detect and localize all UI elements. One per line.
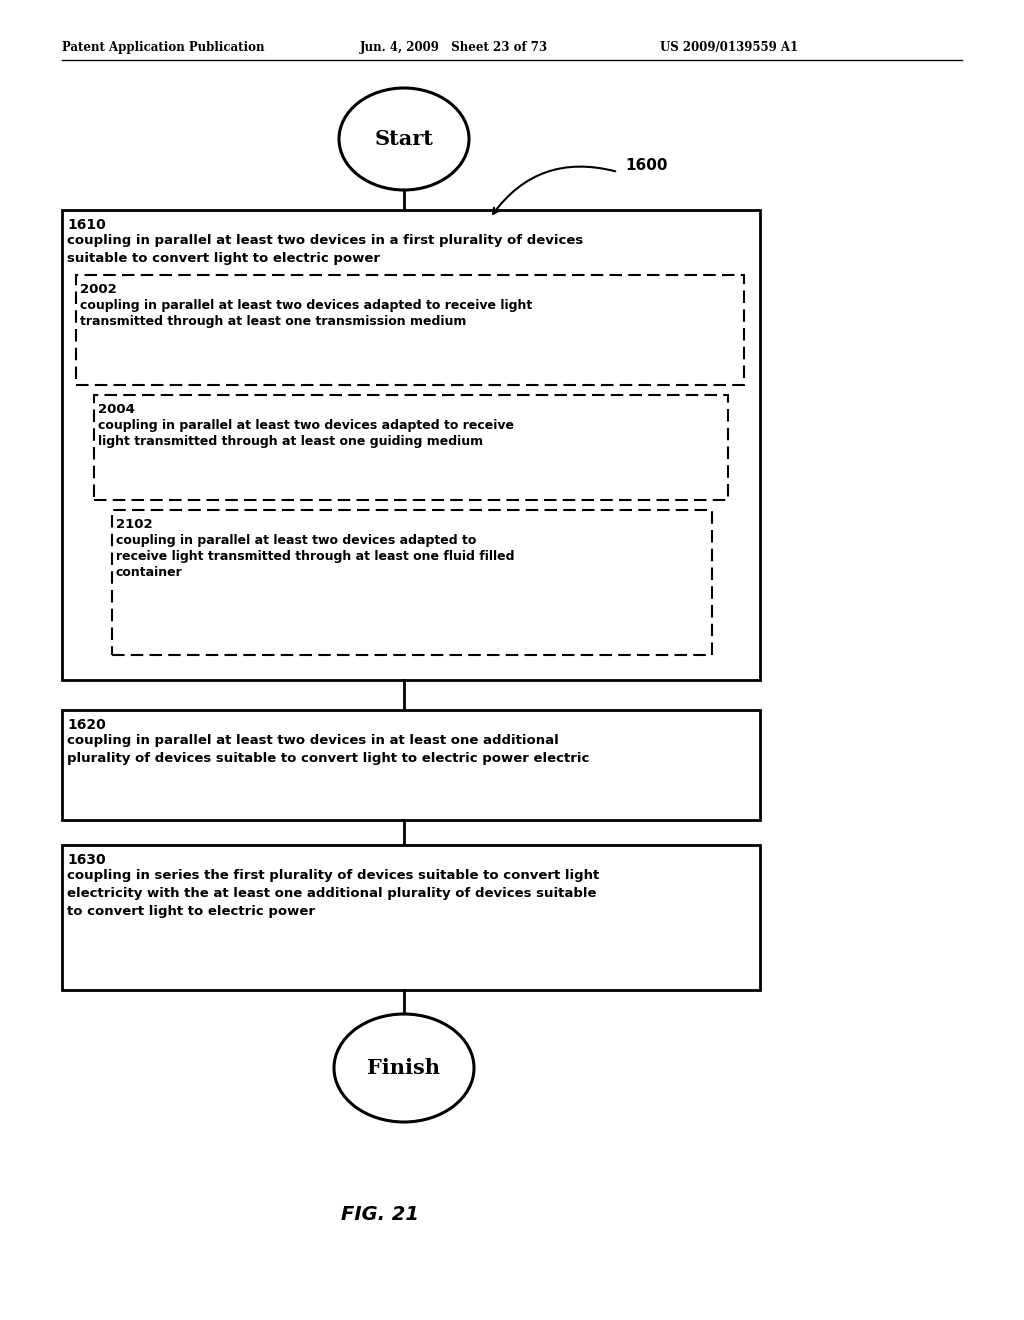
- Bar: [62, 845, 760, 990]
- Bar: [62, 210, 760, 680]
- Text: 1630: 1630: [67, 853, 105, 867]
- Text: container: container: [116, 566, 182, 579]
- Text: Patent Application Publication: Patent Application Publication: [62, 41, 264, 54]
- Text: coupling in parallel at least two devices in at least one additional: coupling in parallel at least two device…: [67, 734, 559, 747]
- Text: 2004: 2004: [98, 403, 135, 416]
- Text: coupling in parallel at least two devices adapted to receive light: coupling in parallel at least two device…: [80, 300, 532, 312]
- Text: light transmitted through at least one guiding medium: light transmitted through at least one g…: [98, 436, 483, 447]
- Text: coupling in parallel at least two devices adapted to: coupling in parallel at least two device…: [116, 535, 476, 546]
- Text: coupling in parallel at least two devices in a first plurality of devices: coupling in parallel at least two device…: [67, 234, 584, 247]
- Text: Jun. 4, 2009   Sheet 23 of 73: Jun. 4, 2009 Sheet 23 of 73: [360, 41, 548, 54]
- Bar: [112, 510, 712, 655]
- Text: to convert light to electric power: to convert light to electric power: [67, 906, 315, 917]
- Text: electricity with the at least one additional plurality of devices suitable: electricity with the at least one additi…: [67, 887, 597, 900]
- Text: 2002: 2002: [80, 282, 117, 296]
- Text: Finish: Finish: [368, 1059, 440, 1078]
- Text: plurality of devices suitable to convert light to electric power electric: plurality of devices suitable to convert…: [67, 752, 590, 766]
- Text: 1610: 1610: [67, 218, 105, 232]
- Text: suitable to convert light to electric power: suitable to convert light to electric po…: [67, 252, 380, 265]
- Bar: [94, 395, 728, 500]
- Text: coupling in parallel at least two devices adapted to receive: coupling in parallel at least two device…: [98, 418, 514, 432]
- Bar: [62, 710, 760, 820]
- Text: coupling in series the first plurality of devices suitable to convert light: coupling in series the first plurality o…: [67, 869, 599, 882]
- Text: Start: Start: [375, 129, 433, 149]
- Text: 1600: 1600: [625, 157, 668, 173]
- Text: US 2009/0139559 A1: US 2009/0139559 A1: [660, 41, 798, 54]
- Text: receive light transmitted through at least one fluid filled: receive light transmitted through at lea…: [116, 550, 514, 564]
- Text: 1620: 1620: [67, 718, 105, 733]
- Ellipse shape: [334, 1014, 474, 1122]
- Bar: [76, 275, 744, 385]
- Text: FIG. 21: FIG. 21: [341, 1205, 419, 1225]
- Text: 2102: 2102: [116, 517, 153, 531]
- Text: transmitted through at least one transmission medium: transmitted through at least one transmi…: [80, 315, 466, 327]
- Ellipse shape: [339, 88, 469, 190]
